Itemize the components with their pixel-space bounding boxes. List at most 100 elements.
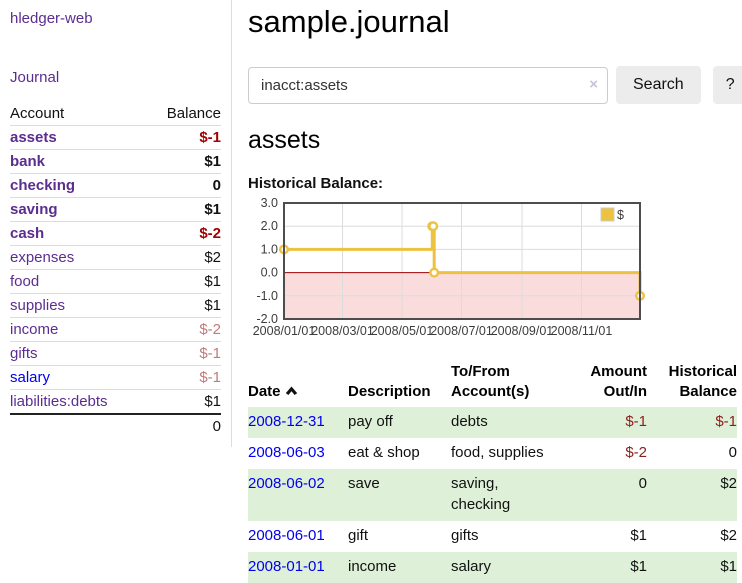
- svg-text:2008/01/01: 2008/01/01: [253, 324, 316, 338]
- register-table: Date Description To/From Account(s) Amou…: [248, 362, 737, 583]
- page-title: sample.journal: [248, 4, 450, 39]
- sidebar-account-balance: $2: [204, 249, 221, 266]
- transaction-date-link[interactable]: 2008-06-01: [248, 527, 325, 544]
- sidebar-account-link[interactable]: food: [10, 273, 40, 290]
- sidebar-account-balance: 0: [212, 177, 221, 194]
- accounts-total-row: 0: [10, 414, 221, 438]
- register-date-cell: 2008-01-01: [248, 552, 348, 583]
- svg-text:-2.0: -2.0: [256, 312, 278, 326]
- register-balance-cell: $2: [720, 527, 737, 544]
- register-balance-cell: $-1: [715, 413, 737, 430]
- register-column-description[interactable]: Description: [348, 382, 431, 400]
- register-accounts-cell: salary: [451, 557, 492, 575]
- register-column-amount[interactable]: Amount Out/In: [590, 363, 647, 400]
- sidebar-account-link[interactable]: cash: [10, 225, 45, 242]
- transaction-date-link[interactable]: 2008-06-03: [248, 443, 325, 461]
- sidebar-account-link[interactable]: saving: [10, 201, 58, 218]
- transaction-date-link[interactable]: 2008-12-31: [248, 413, 325, 430]
- chart-label: Historical Balance:: [248, 175, 384, 192]
- svg-text:2008/11/01: 2008/11/01: [551, 324, 613, 338]
- sidebar-item-journal[interactable]: Journal: [10, 69, 60, 86]
- register-accounts-cell: saving, checking: [451, 474, 511, 514]
- sidebar-account-balance: $-1: [199, 369, 221, 386]
- register-balance-cell: 0: [728, 443, 737, 461]
- register-column-date-label: Date: [248, 382, 281, 400]
- search-input[interactable]: [248, 66, 608, 104]
- sidebar-account-cell: salary: [10, 366, 146, 390]
- sidebar-account-link[interactable]: expenses: [10, 249, 75, 266]
- register-description-cell: eat & shop: [348, 443, 420, 461]
- register-amount-cell: $1: [630, 527, 647, 544]
- historical-balance-chart: 2008/01/01 2008/03/01 2008/05/01 2008/07/01…: [248, 198, 737, 348]
- register-column-date[interactable]: Date: [248, 362, 348, 407]
- help-button[interactable]: ?: [712, 66, 742, 104]
- sidebar-account-link[interactable]: liabilities:debts: [10, 393, 108, 410]
- clear-search-icon[interactable]: ×: [589, 75, 598, 93]
- register-date-cell: 2008-06-03: [248, 438, 348, 469]
- register-column-accounts[interactable]: To/From Account(s): [451, 363, 530, 400]
- sidebar-account-balance: $-2: [199, 225, 221, 242]
- sidebar-account-row: supplies $1: [10, 294, 221, 318]
- register-row: 2008-01-01 income salary $1 $1: [248, 551, 737, 583]
- register-date-cell: 2008-12-31: [248, 407, 348, 438]
- register-balance-cell: $2: [720, 474, 737, 492]
- sidebar-account-cell: liabilities:debts: [10, 390, 146, 415]
- register-row: 2008-12-31 pay off debts $-1 $-1: [248, 407, 737, 438]
- sidebar-account-balance: $-2: [199, 321, 221, 338]
- sidebar-account-balance: $1: [204, 201, 221, 218]
- sidebar-account-cell: supplies: [10, 294, 146, 318]
- svg-text:2008/03/01: 2008/03/01: [311, 324, 374, 338]
- sidebar-account-row: expenses $2: [10, 246, 221, 270]
- app-brand-link[interactable]: hledger-web: [10, 10, 93, 27]
- sidebar-account-balance: $1: [204, 393, 221, 410]
- sidebar-account-row: assets $-1: [10, 126, 221, 150]
- sidebar-account-link[interactable]: bank: [10, 153, 46, 170]
- svg-text:2008/05/01: 2008/05/01: [371, 324, 434, 338]
- search-form: × Search ?: [248, 66, 742, 104]
- search-button[interactable]: Search: [616, 66, 701, 104]
- transaction-date-link[interactable]: 2008-01-01: [248, 557, 325, 575]
- sidebar-account-row: income $-2: [10, 318, 221, 342]
- sidebar-account-row: saving $1: [10, 198, 221, 222]
- account-heading: assets: [248, 126, 321, 154]
- register-description-cell: gift: [348, 527, 369, 544]
- svg-text:$: $: [617, 208, 624, 222]
- accounts-total-value: 0: [212, 418, 221, 435]
- register-accounts-cell: debts: [451, 413, 488, 430]
- chart-canvas: 2008/01/012008/03/012008/05/012008/07/01…: [253, 198, 646, 338]
- register-date-cell: 2008-06-02: [248, 469, 348, 522]
- search-input-wrap: ×: [248, 66, 608, 104]
- accounts-table-header: Account Balance: [10, 102, 221, 126]
- sidebar-account-cell: food: [10, 270, 146, 294]
- sidebar-account-balance: $1: [204, 273, 221, 290]
- register-column-balance[interactable]: Historical Balance: [668, 363, 737, 400]
- sidebar-account-link[interactable]: assets: [10, 129, 57, 146]
- accounts-column-balance: Balance: [166, 105, 221, 122]
- sidebar-account-row: gifts $-1: [10, 342, 221, 366]
- sidebar-account-cell: income: [10, 318, 146, 342]
- register-balance-cell: $1: [720, 557, 737, 575]
- transaction-date-link[interactable]: 2008-06-02: [248, 474, 325, 492]
- svg-text:0.0: 0.0: [261, 266, 278, 280]
- sidebar-account-link[interactable]: supplies: [10, 297, 66, 314]
- sidebar-account-row: bank $1: [10, 150, 221, 174]
- sidebar-account-link[interactable]: gifts: [10, 345, 38, 362]
- register-amount-cell: 0: [638, 474, 647, 492]
- svg-text:2008/07/01: 2008/07/01: [430, 324, 493, 338]
- accounts-table: Account Balance assets $-1 bank $1 checking 0…: [10, 102, 221, 438]
- sidebar-account-cell: assets: [10, 126, 146, 150]
- sidebar-account-link[interactable]: income: [10, 321, 59, 338]
- sidebar-account-link[interactable]: checking: [10, 177, 76, 194]
- sort-asc-icon: [285, 385, 297, 395]
- sidebar-account-row: cash $-2: [10, 222, 221, 246]
- svg-text:2008/09/01: 2008/09/01: [491, 324, 554, 338]
- register-amount-cell: $-2: [625, 443, 647, 461]
- sidebar-account-row: liabilities:debts $1: [10, 390, 221, 415]
- sidebar-account-cell: bank: [10, 150, 146, 174]
- register-description-cell: income: [348, 557, 397, 575]
- register-row: 2008-06-01 gift gifts $1 $2: [248, 521, 737, 552]
- register-amount-cell: $-1: [625, 413, 647, 430]
- main-content: sample.journal × Search ? assets Histori…: [248, 0, 742, 583]
- sidebar-account-cell: gifts: [10, 342, 146, 366]
- sidebar-account-link[interactable]: salary: [10, 369, 51, 386]
